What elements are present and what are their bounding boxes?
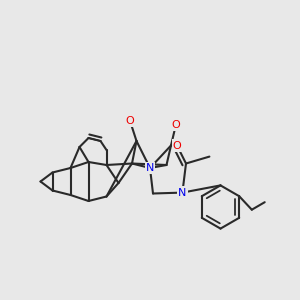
Text: O: O — [172, 140, 182, 151]
Text: N: N — [146, 163, 154, 173]
Text: O: O — [125, 116, 134, 126]
Text: O: O — [171, 120, 180, 130]
Text: N: N — [178, 188, 187, 198]
